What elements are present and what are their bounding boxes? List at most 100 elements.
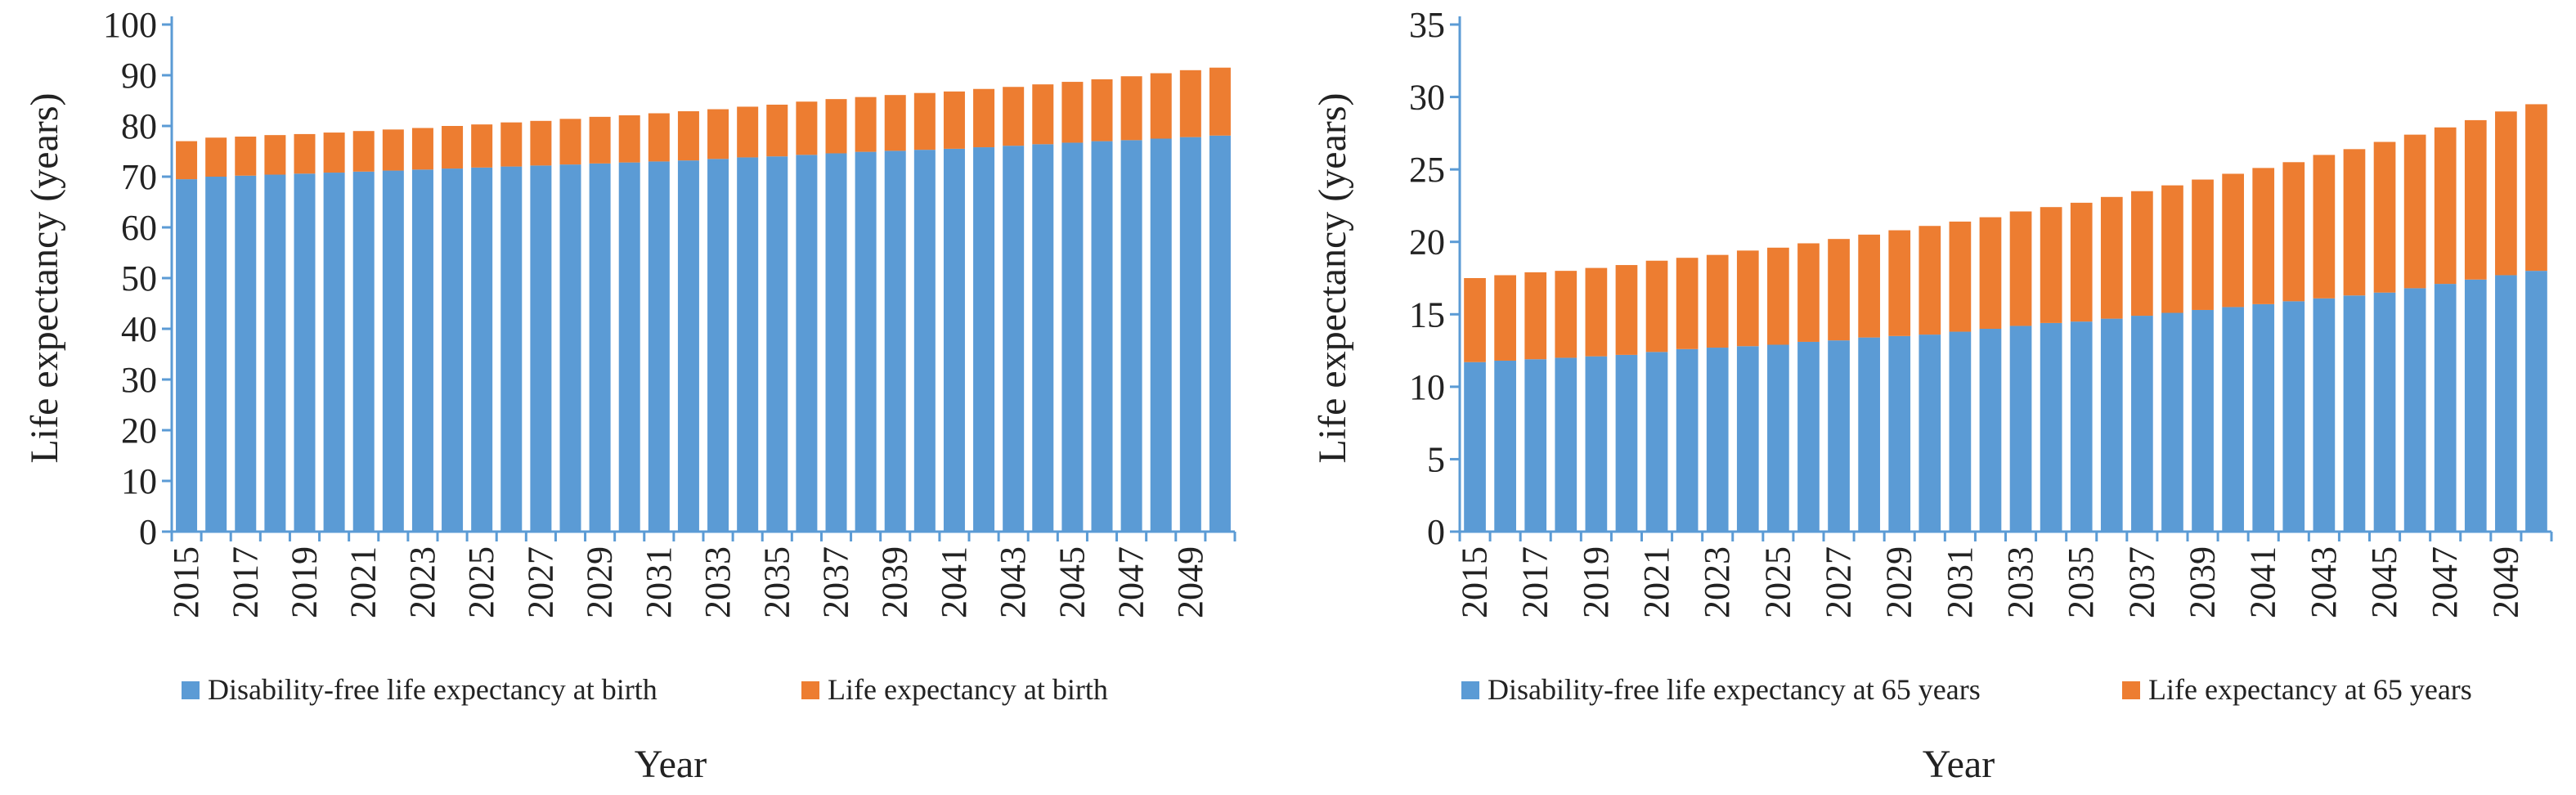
bar-disability-free-2042 bbox=[2282, 301, 2305, 532]
life-expectancy-at-birth-chart: 0 10 20 30 40 50 60 70 80 90 100 2015 2017 2019 2021 20… bbox=[23, 5, 1236, 786]
bar-life-expectancy-2016 bbox=[205, 137, 227, 177]
bar-life-expectancy-2031 bbox=[1949, 221, 1972, 332]
x-tick-label-2049: 2049 bbox=[2485, 546, 2525, 618]
bar-disability-free-2048 bbox=[2464, 279, 2487, 532]
bar-disability-free-2041 bbox=[943, 148, 965, 532]
bar-life-expectancy-2017 bbox=[1524, 272, 1547, 360]
bar-disability-free-2019 bbox=[294, 173, 316, 532]
x-tick-label-2017: 2017 bbox=[1515, 546, 1555, 618]
legend-label-1: Life expectancy at birth bbox=[828, 673, 1108, 706]
bar-life-expectancy-2040 bbox=[913, 92, 936, 150]
x-tick-label-2015: 2015 bbox=[166, 546, 206, 618]
bar-disability-free-2023 bbox=[1706, 348, 1729, 532]
bar-life-expectancy-2050 bbox=[2525, 104, 2547, 272]
x-tick-label-2035: 2035 bbox=[756, 546, 797, 618]
bar-disability-free-2021 bbox=[1645, 352, 1668, 532]
bar-disability-free-2044 bbox=[1032, 144, 1054, 532]
bar-life-expectancy-2034 bbox=[2040, 207, 2062, 323]
legend-label-0: Disability-free life expectancy at 65 ye… bbox=[1488, 673, 1981, 706]
bar-disability-free-2045 bbox=[2373, 292, 2396, 532]
x-tick-label-2043: 2043 bbox=[2304, 546, 2344, 618]
x-tick-label-2029: 2029 bbox=[1879, 546, 1919, 618]
bar-disability-free-2028 bbox=[1858, 337, 1880, 532]
bar-disability-free-2026 bbox=[500, 166, 523, 532]
bar-life-expectancy-2029 bbox=[589, 116, 611, 164]
bar-disability-free-2019 bbox=[1585, 356, 1608, 532]
bar-disability-free-2046 bbox=[1091, 141, 1113, 532]
x-tick-label-2019: 2019 bbox=[285, 546, 325, 618]
bar-disability-free-2036 bbox=[796, 155, 818, 532]
bar-disability-free-2050 bbox=[1209, 135, 1231, 532]
bars-group bbox=[1464, 104, 2547, 532]
x-tick-label-2047: 2047 bbox=[2425, 546, 2465, 618]
x-tick-label-2023: 2023 bbox=[1697, 546, 1737, 618]
bar-life-expectancy-2026 bbox=[1797, 243, 1820, 342]
bar-disability-free-2037 bbox=[825, 153, 847, 532]
y-axis-label: Life expectancy (years) bbox=[1311, 92, 1354, 463]
y-tick-label: 10 bbox=[1409, 367, 1445, 407]
x-tick-label-2023: 2023 bbox=[402, 546, 442, 618]
x-tick-label-2047: 2047 bbox=[1111, 546, 1151, 618]
bar-life-expectancy-2041 bbox=[2252, 168, 2275, 304]
bar-disability-free-2049 bbox=[1179, 137, 1201, 532]
bar-life-expectancy-2046 bbox=[1091, 79, 1113, 141]
bar-life-expectancy-2019 bbox=[294, 133, 316, 174]
y-tick-label: 50 bbox=[121, 258, 157, 299]
bar-life-expectancy-2041 bbox=[943, 91, 965, 149]
bar-life-expectancy-2046 bbox=[2403, 134, 2426, 289]
bar-life-expectancy-2035 bbox=[2070, 202, 2093, 322]
bar-disability-free-2015 bbox=[1464, 362, 1486, 532]
bar-disability-free-2045 bbox=[1061, 142, 1084, 532]
legend-swatch-1 bbox=[2122, 681, 2140, 699]
bar-disability-free-2041 bbox=[2252, 303, 2275, 532]
bar-disability-free-2038 bbox=[855, 151, 877, 532]
bar-disability-free-2027 bbox=[530, 165, 552, 532]
bar-life-expectancy-2018 bbox=[1555, 271, 1577, 358]
bar-disability-free-2027 bbox=[1828, 340, 1850, 532]
bar-disability-free-2021 bbox=[352, 171, 375, 532]
bar-disability-free-2038 bbox=[2161, 312, 2183, 532]
bar-disability-free-2036 bbox=[2100, 318, 2123, 532]
bar-life-expectancy-2020 bbox=[323, 132, 345, 173]
bar-life-expectancy-2042 bbox=[973, 88, 995, 148]
bar-life-expectancy-2028 bbox=[1858, 234, 1880, 338]
bar-life-expectancy-2032 bbox=[1979, 217, 2002, 329]
bar-life-expectancy-2036 bbox=[796, 101, 818, 155]
x-tick-label-2027: 2027 bbox=[1819, 546, 1859, 618]
bar-disability-free-2035 bbox=[766, 156, 788, 532]
bar-disability-free-2024 bbox=[442, 168, 464, 532]
bar-life-expectancy-2022 bbox=[1676, 258, 1699, 349]
bar-life-expectancy-2050 bbox=[1209, 67, 1231, 136]
bar-disability-free-2042 bbox=[973, 147, 995, 532]
y-tick-label: 0 bbox=[1427, 512, 1445, 552]
bar-life-expectancy-2031 bbox=[648, 113, 670, 162]
bar-life-expectancy-2049 bbox=[1179, 70, 1201, 137]
y-axis-label: Life expectancy (years) bbox=[23, 92, 66, 463]
y-tick-label: 30 bbox=[121, 360, 157, 400]
x-tick-label-2043: 2043 bbox=[993, 546, 1033, 618]
bar-life-expectancy-2043 bbox=[1003, 87, 1025, 146]
bar-disability-free-2018 bbox=[1555, 357, 1577, 532]
x-tick-label-2025: 2025 bbox=[461, 546, 501, 618]
bar-life-expectancy-2027 bbox=[1828, 239, 1850, 341]
bar-life-expectancy-2047 bbox=[1120, 76, 1142, 141]
bars-group bbox=[176, 67, 1231, 532]
bar-disability-free-2017 bbox=[235, 175, 257, 532]
bar-life-expectancy-2024 bbox=[1736, 250, 1759, 347]
y-tick-label: 60 bbox=[121, 208, 157, 248]
bar-disability-free-2016 bbox=[1494, 360, 1516, 532]
bar-disability-free-2026 bbox=[1797, 341, 1820, 532]
bar-life-expectancy-2039 bbox=[884, 95, 906, 151]
bar-life-expectancy-2037 bbox=[825, 99, 847, 154]
bar-life-expectancy-2045 bbox=[2373, 141, 2396, 293]
x-tick-label-2031: 2031 bbox=[1940, 546, 1980, 618]
legend-swatch-0 bbox=[1461, 681, 1479, 699]
bar-life-expectancy-2018 bbox=[264, 135, 286, 175]
bar-life-expectancy-2015 bbox=[176, 141, 198, 180]
bar-life-expectancy-2033 bbox=[2009, 211, 2032, 326]
bar-life-expectancy-2038 bbox=[855, 97, 877, 152]
bar-life-expectancy-2028 bbox=[559, 119, 581, 165]
bar-life-expectancy-2043 bbox=[2313, 155, 2336, 299]
